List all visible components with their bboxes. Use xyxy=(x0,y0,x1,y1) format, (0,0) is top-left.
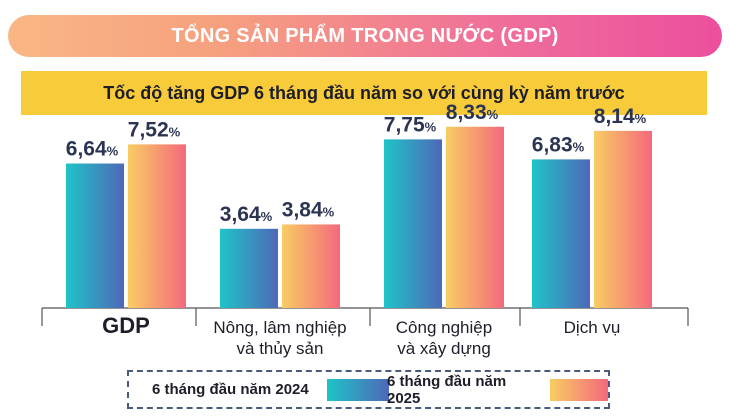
legend: 6 tháng đầu năm 2024 6 tháng đầu năm 202… xyxy=(127,370,610,409)
data-label: 3,84% xyxy=(282,198,335,221)
data-label: 7,75% xyxy=(384,113,437,136)
data-label: 8,14% xyxy=(594,105,647,128)
data-label: 3,64% xyxy=(220,203,273,226)
chart-title: TỔNG SẢN PHẨM TRONG NƯỚC (GDP) xyxy=(171,24,559,47)
legend-label-2024: 6 tháng đầu năm 2024 xyxy=(152,381,309,398)
bar xyxy=(282,224,340,308)
bar xyxy=(532,159,590,308)
category-label: Dịch vụ xyxy=(564,318,621,337)
title-bar: TỔNG SẢN PHẨM TRONG NƯỚC (GDP) xyxy=(8,15,722,57)
category-label: GDP xyxy=(102,313,150,338)
category-label: Công nghiệp xyxy=(396,318,492,337)
bar xyxy=(220,228,278,308)
category-label: và xây dựng xyxy=(397,339,491,358)
legend-swatch-2025 xyxy=(550,378,608,401)
bar xyxy=(384,139,442,308)
bar xyxy=(446,126,504,308)
bar xyxy=(594,130,652,308)
data-label: 6,64% xyxy=(66,138,119,161)
subtitle-bar: Tốc độ tăng GDP 6 tháng đầu năm so với c… xyxy=(21,71,707,115)
chart-subtitle: Tốc độ tăng GDP 6 tháng đầu năm so với c… xyxy=(103,82,625,103)
legend-label-2025: 6 tháng đầu năm 2025 xyxy=(387,372,507,407)
bar xyxy=(128,144,186,308)
category-label: Nông, lâm nghiệp xyxy=(213,318,346,337)
bar xyxy=(66,163,124,308)
legend-swatch-2024 xyxy=(326,378,389,401)
data-label: 8,33% xyxy=(446,101,499,124)
data-label: 7,52% xyxy=(128,118,181,141)
legend-item-2025: 6 tháng đầu năm 2025 xyxy=(387,372,608,407)
legend-item-2024: 6 tháng đầu năm 2024 xyxy=(152,372,389,407)
category-label: và thủy sản xyxy=(237,339,324,358)
data-label: 6,83% xyxy=(532,133,585,156)
